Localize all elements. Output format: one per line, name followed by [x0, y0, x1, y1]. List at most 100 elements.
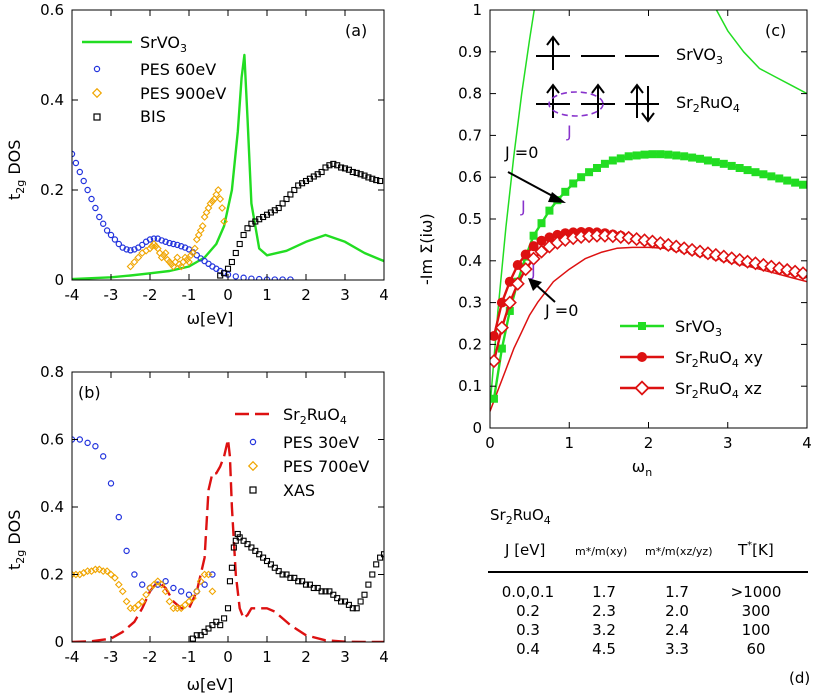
- x-tick-label: 1: [262, 286, 272, 304]
- table-header-mxz: m*/m(xz/yz): [645, 545, 713, 558]
- point-pes-900ev: [208, 197, 217, 206]
- legend-label-pes900: PES 900eV: [140, 84, 226, 103]
- point-pes-700ev: [189, 594, 197, 603]
- point-srvo3: [577, 173, 586, 182]
- point-xas: [236, 534, 243, 541]
- point-pes-700ev: [200, 570, 209, 579]
- series-srvo3-j-0-line: [490, 10, 807, 408]
- point-xas: [361, 591, 368, 598]
- y-tick-label: 0: [472, 419, 482, 437]
- x-tick-label: 4: [379, 648, 389, 666]
- point-bis: [357, 171, 364, 178]
- point-pes-30ev: [154, 581, 161, 588]
- point-xas: [248, 544, 255, 551]
- point-pes-60ev: [170, 240, 177, 248]
- annotation-j-sr2ruo4: J: [530, 261, 536, 280]
- point-xas: [271, 564, 278, 571]
- panel-b-ticks: -4 -3 -2 -1 0 1 2 3 4 0 0.2 0.4 0.6 0.8: [40, 363, 389, 666]
- point-xas: [263, 557, 271, 565]
- point-pes-900ev: [163, 255, 172, 264]
- point-pes-700ev: [72, 570, 76, 579]
- point-xas: [228, 564, 235, 571]
- point-pes-700ev: [91, 565, 100, 574]
- point-xas: [275, 568, 282, 575]
- point-xas: [224, 605, 232, 612]
- point-xas: [283, 571, 290, 578]
- point-srvo3: [711, 158, 720, 167]
- point-xas: [318, 588, 325, 595]
- point-xas: [217, 622, 224, 629]
- panel-a-ticks: -4 -3 -2 -1 0 1 2 3 4 0 0.2 0.4 0.6: [40, 1, 389, 304]
- point-pes-700ev: [177, 604, 186, 613]
- point-srvo3: [640, 150, 649, 159]
- point-xas: [380, 551, 384, 558]
- point-srvo3: [696, 154, 705, 163]
- point-srvo3: [759, 170, 768, 179]
- panel-b-ylabel: t2g DOS: [5, 510, 27, 570]
- point-srvo3: [569, 179, 578, 188]
- x-tick-label: 2: [301, 648, 311, 666]
- point-pes-60ev: [88, 195, 95, 203]
- x-tick-label: 1: [564, 434, 574, 452]
- point-pes-60ev: [99, 220, 107, 227]
- x-tick-label: -1: [182, 648, 197, 666]
- point-sr2ruo4-xz: [597, 228, 612, 243]
- table-title: Sr2RuO4: [490, 506, 551, 527]
- point-xas: [334, 595, 341, 602]
- point-pes-30ev: [99, 453, 107, 460]
- point-srvo3: [743, 166, 752, 175]
- point-xas: [365, 581, 372, 588]
- legend-label-xas: XAS: [283, 481, 315, 500]
- point-pes-60ev: [96, 213, 103, 221]
- point-pes-700ev: [122, 597, 131, 606]
- point-pes-30ev: [107, 480, 115, 487]
- legend-label-pes700: PES 700eV: [283, 457, 369, 476]
- panel-a-legend: SrVO3 PES 60eV PES 900eV BIS: [82, 33, 226, 126]
- point-xas: [377, 554, 384, 561]
- point-pes-700ev: [138, 597, 147, 606]
- point-pes-30ev: [177, 588, 185, 595]
- point-sr2ruo4-xy: [544, 232, 555, 243]
- series-srvo3-line: [72, 53, 384, 280]
- point-pes-30ev: [138, 581, 146, 588]
- x-tick-label: 4: [802, 434, 812, 452]
- point-pes-30ev: [123, 547, 130, 555]
- y-tick-label: 0.4: [40, 91, 64, 109]
- point-pes-60ev: [138, 241, 146, 249]
- table-cell: 2.3: [592, 602, 616, 620]
- y-tick-label: 0.6: [40, 431, 64, 449]
- point-xas: [306, 581, 313, 588]
- legend-label-pes30: PES 30eV: [283, 433, 359, 452]
- point-srvo3: [537, 219, 546, 228]
- point-sr2ruo4-xz: [795, 266, 807, 281]
- point-pes-900ev: [185, 258, 193, 266]
- point-xas: [244, 541, 251, 548]
- panel-c-label: (c): [765, 21, 786, 40]
- point-pes-700ev: [111, 573, 119, 582]
- point-pes-700ev: [192, 587, 201, 596]
- point-pes-700ev: [134, 600, 143, 609]
- legend-swatch-pes30: [249, 438, 257, 446]
- point-pes-900ev: [157, 253, 166, 262]
- point-xas: [353, 605, 360, 612]
- y-tick-label: 0.8: [458, 85, 482, 103]
- panel-d-table: Sr2RuO4 J [eV] m*/m(xy) m*/m(xz/yz) T*[K…: [488, 506, 810, 687]
- table-cell: >1000: [731, 583, 782, 601]
- point-pes-900ev: [218, 204, 227, 212]
- panel-b-xlabel: ω[eV]: [187, 675, 234, 694]
- point-xas: [373, 561, 380, 568]
- point-xas: [213, 618, 220, 625]
- table-cell: 3.3: [665, 640, 689, 658]
- panel-a-xlabel: ω[eV]: [187, 309, 234, 328]
- point-pes-900ev: [161, 249, 170, 257]
- table-header-j: J [eV]: [504, 541, 545, 559]
- point-bis: [240, 231, 247, 239]
- point-bis: [361, 172, 368, 179]
- point-bis: [373, 177, 380, 184]
- y-tick-label: 0.2: [40, 181, 64, 199]
- point-pes-700ev: [157, 580, 166, 589]
- point-pes-900ev: [138, 249, 147, 257]
- point-pes-700ev: [169, 604, 178, 613]
- point-pes-60ev: [232, 273, 239, 280]
- y-tick-label: 0: [54, 271, 64, 289]
